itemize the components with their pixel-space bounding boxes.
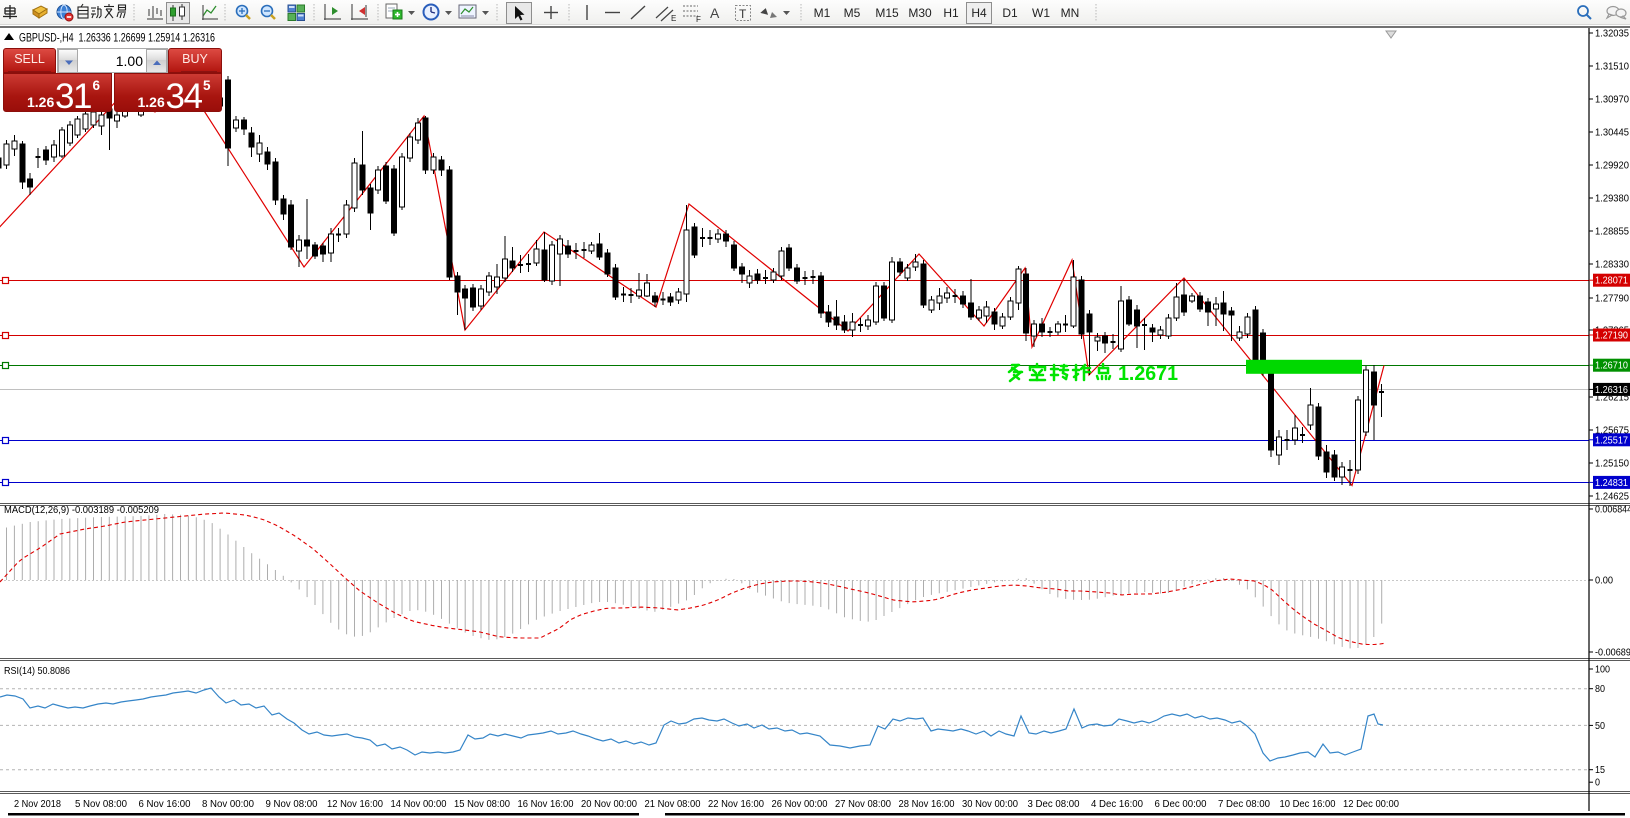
svg-text:1.27190: 1.27190 (1595, 330, 1628, 342)
svg-text:M15: M15 (875, 6, 899, 20)
svg-text:80: 80 (1595, 683, 1605, 695)
svg-text:0.006844: 0.006844 (1595, 504, 1630, 516)
svg-text:A: A (710, 5, 720, 21)
svg-text:MN: MN (1061, 6, 1080, 20)
svg-text:1.25150: 1.25150 (1595, 458, 1629, 470)
svg-text:1.30970: 1.30970 (1595, 94, 1629, 106)
svg-text:16 Nov 16:00: 16 Nov 16:00 (518, 798, 574, 810)
svg-text:1.2671: 1.2671 (1118, 363, 1178, 385)
svg-text:22 Nov 16:00: 22 Nov 16:00 (708, 798, 764, 810)
svg-text:M30: M30 (908, 6, 932, 20)
svg-text:12 Dec 00:00: 12 Dec 00:00 (1343, 798, 1399, 810)
svg-text:10 Dec 16:00: 10 Dec 16:00 (1280, 798, 1336, 810)
svg-text:6 Nov 16:00: 6 Nov 16:00 (139, 798, 191, 810)
svg-text:RSI(14) 50.8086: RSI(14) 50.8086 (4, 665, 70, 677)
svg-text:5 Nov 08:00: 5 Nov 08:00 (75, 798, 127, 810)
svg-text:50: 50 (1595, 720, 1605, 732)
svg-text:1.24831: 1.24831 (1595, 477, 1628, 489)
svg-text:30 Nov 00:00: 30 Nov 00:00 (962, 798, 1018, 810)
svg-text:1.26316: 1.26316 (1595, 384, 1628, 396)
svg-text:12 Nov 16:00: 12 Nov 16:00 (327, 798, 383, 810)
svg-text:1.32035: 1.32035 (1595, 28, 1629, 40)
svg-text:M5: M5 (844, 6, 861, 20)
svg-text:1.30445: 1.30445 (1595, 127, 1629, 139)
svg-text:1.25517: 1.25517 (1595, 434, 1628, 446)
svg-text:M1: M1 (814, 6, 831, 20)
svg-text:1.29920: 1.29920 (1595, 160, 1629, 172)
svg-text:GBPUSD-,H4 1.26336 1.26699 1.: GBPUSD-,H4 1.26336 1.26699 1.25914 1.263… (19, 31, 215, 45)
svg-text:14 Nov 00:00: 14 Nov 00:00 (391, 798, 447, 810)
svg-text:T: T (739, 7, 747, 21)
svg-text:100: 100 (1595, 664, 1610, 676)
svg-text:15: 15 (1595, 764, 1605, 776)
svg-text:1.31510: 1.31510 (1595, 61, 1629, 73)
svg-text:D1: D1 (1002, 6, 1018, 20)
svg-text:6 Dec 00:00: 6 Dec 00:00 (1155, 798, 1207, 810)
svg-text:0: 0 (1595, 777, 1600, 789)
svg-text:E: E (671, 14, 676, 23)
svg-text:20 Nov 00:00: 20 Nov 00:00 (581, 798, 637, 810)
svg-text:1.28855: 1.28855 (1595, 226, 1629, 238)
svg-text:26 Nov 00:00: 26 Nov 00:00 (772, 798, 828, 810)
svg-text:28 Nov 16:00: 28 Nov 16:00 (899, 798, 955, 810)
svg-text:21 Nov 08:00: 21 Nov 08:00 (645, 798, 701, 810)
svg-text:1.28330: 1.28330 (1595, 259, 1629, 271)
svg-text:1.28071: 1.28071 (1595, 275, 1628, 287)
svg-text:W1: W1 (1032, 6, 1050, 20)
svg-text:8 Nov 00:00: 8 Nov 00:00 (202, 798, 254, 810)
svg-text:F: F (696, 15, 701, 24)
svg-text:H4: H4 (971, 6, 987, 20)
svg-text:MACD(12,26,9) -0.003189 -0.005: MACD(12,26,9) -0.003189 -0.005209 (4, 504, 159, 516)
svg-text:-0.006894: -0.006894 (1595, 647, 1630, 659)
svg-text:1.24625: 1.24625 (1595, 491, 1629, 503)
svg-text:7 Dec 08:00: 7 Dec 08:00 (1218, 798, 1270, 810)
svg-text:1.29380: 1.29380 (1595, 193, 1629, 205)
svg-text:1.27790: 1.27790 (1595, 293, 1629, 305)
svg-text:15 Nov 08:00: 15 Nov 08:00 (454, 798, 510, 810)
svg-text:9 Nov 08:00: 9 Nov 08:00 (266, 798, 318, 810)
svg-text:H1: H1 (943, 6, 959, 20)
svg-text:2 Nov 2018: 2 Nov 2018 (14, 798, 61, 810)
svg-text:27 Nov 08:00: 27 Nov 08:00 (835, 798, 891, 810)
svg-text:3 Dec 08:00: 3 Dec 08:00 (1028, 798, 1080, 810)
svg-text:1.26710: 1.26710 (1595, 360, 1628, 372)
svg-text:0.00: 0.00 (1595, 575, 1613, 587)
svg-text:4 Dec 16:00: 4 Dec 16:00 (1091, 798, 1143, 810)
